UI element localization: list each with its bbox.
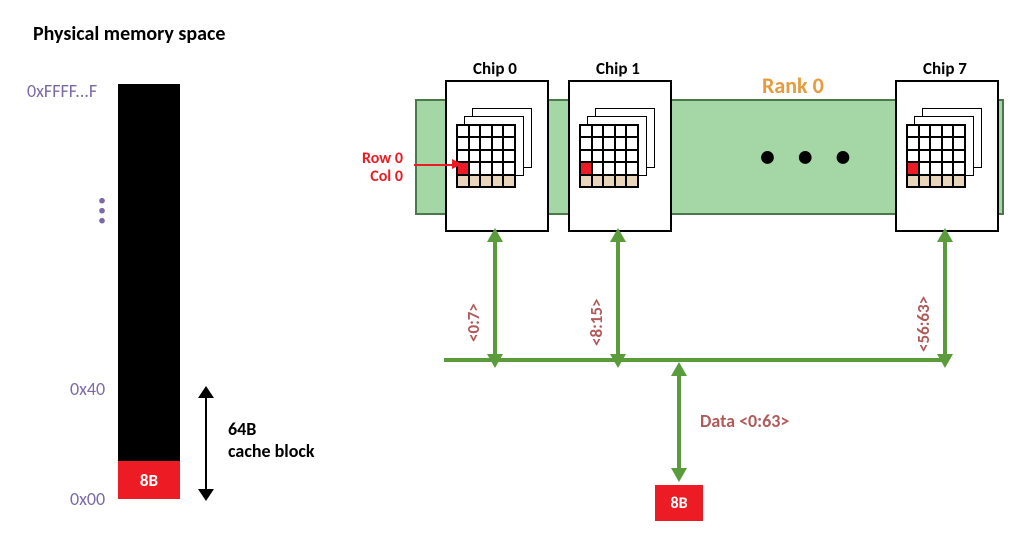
memory-column — [118, 84, 180, 499]
rowcol-label: Row 0 Col 0 — [362, 150, 403, 187]
bus-arrow-line — [616, 238, 620, 358]
bus-range-label: <8:15> — [586, 258, 607, 346]
vertical-dots-icon: ··· — [98, 195, 106, 225]
bus-arrow-line — [943, 238, 947, 358]
bus-arrow-line — [493, 238, 497, 358]
page-title: Physical memory space — [33, 22, 225, 46]
addr-top-label: 0xFFFF...F — [27, 80, 97, 102]
arrow-up-icon — [487, 228, 503, 242]
data-8b-block: 8B — [655, 485, 703, 521]
arrow-up-icon — [610, 228, 626, 242]
addr-mid-label: 0x40 — [70, 378, 105, 400]
addr-bottom-label: 0x00 — [70, 488, 105, 510]
arrow-up-icon — [937, 228, 953, 242]
chip-label: Chip 0 — [445, 58, 545, 79]
row-label: Row 0 — [362, 149, 403, 168]
chip-label: Chip 7 — [895, 58, 995, 79]
dram-array-icon — [906, 108, 986, 188]
bus-center-arrow-line — [677, 372, 681, 472]
dram-array-icon — [579, 108, 659, 188]
cacheblock-label-2: cache block — [228, 440, 315, 462]
bus-range-label: <0:7> — [463, 262, 484, 342]
chip-label: Chip 1 — [568, 58, 668, 79]
bus-range-label: <56:63> — [913, 252, 934, 352]
mem-8b-label: 8B — [140, 470, 158, 491]
cacheblock-label-1: 64B — [228, 418, 256, 440]
rowcol-arrow-line — [414, 164, 454, 166]
cacheblock-arrow — [198, 388, 214, 499]
mem-8b-block: 8B — [118, 461, 180, 499]
data-8b-label: 8B — [670, 494, 687, 513]
rowcol-arrow-head-icon — [452, 159, 462, 169]
ellipsis-icon: • • • — [760, 138, 858, 175]
rank-label: Rank 0 — [762, 72, 824, 99]
dram-array-icon — [456, 108, 536, 188]
arrow-down-icon — [671, 468, 687, 482]
data-bus-label: Data <0:63> — [700, 410, 789, 432]
bus-horizontal-line — [444, 358, 947, 362]
col-label: Col 0 — [370, 167, 403, 186]
arrow-up-icon — [671, 362, 687, 376]
